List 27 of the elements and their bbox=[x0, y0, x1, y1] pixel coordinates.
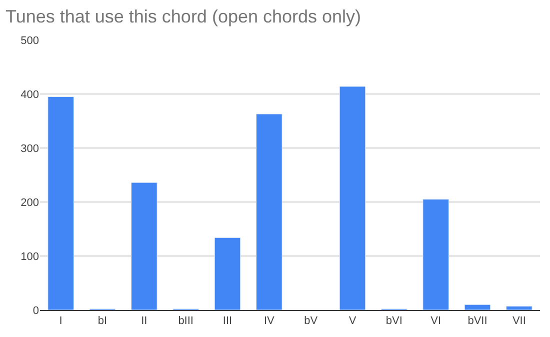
x-tick-label: bIII bbox=[178, 315, 194, 328]
x-tick-label: bI bbox=[98, 315, 108, 328]
x-tick-label: VI bbox=[430, 315, 442, 328]
bar bbox=[464, 304, 491, 310]
x-tick-label: bVII bbox=[468, 315, 488, 328]
bar bbox=[131, 182, 158, 310]
x-tick-label: IV bbox=[264, 315, 276, 328]
chart-title: Tunes that use this chord (open chords only) bbox=[6, 6, 362, 27]
x-tick-label: III bbox=[222, 315, 232, 328]
bar bbox=[506, 306, 532, 310]
bar bbox=[422, 199, 449, 310]
x-tick-label: VII bbox=[512, 315, 526, 328]
bar bbox=[48, 96, 74, 310]
y-tick-label: 0 bbox=[32, 304, 39, 317]
bar bbox=[339, 86, 366, 310]
x-tick-label: II bbox=[141, 315, 148, 328]
y-tick-label: 300 bbox=[20, 142, 39, 155]
bar bbox=[214, 237, 241, 310]
y-tick-label: 500 bbox=[20, 34, 39, 47]
y-tick-label: 200 bbox=[20, 196, 39, 209]
y-tick-label: 400 bbox=[20, 88, 39, 101]
x-tick-label: V bbox=[348, 315, 357, 328]
x-tick-label: bV bbox=[304, 315, 318, 328]
x-tick-label: bVI bbox=[386, 315, 402, 328]
y-tick-label: 100 bbox=[20, 250, 39, 263]
x-tick-label: I bbox=[59, 315, 62, 328]
bar bbox=[256, 114, 282, 310]
